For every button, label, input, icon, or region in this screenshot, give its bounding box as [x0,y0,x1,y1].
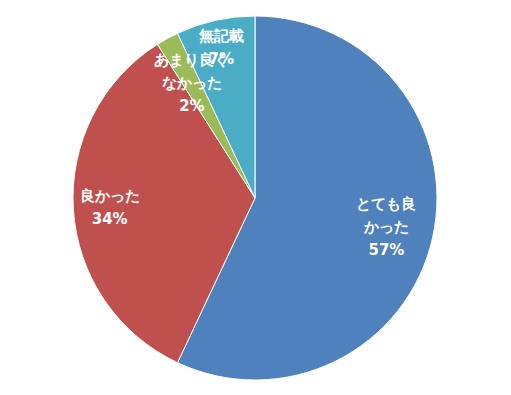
svg-text:とても良かった57%: とても良かった57% [356,195,416,259]
svg-text:無記載7%: 無記載7% [198,27,244,68]
svg-text:良かった34%: 良かった34% [80,187,140,228]
